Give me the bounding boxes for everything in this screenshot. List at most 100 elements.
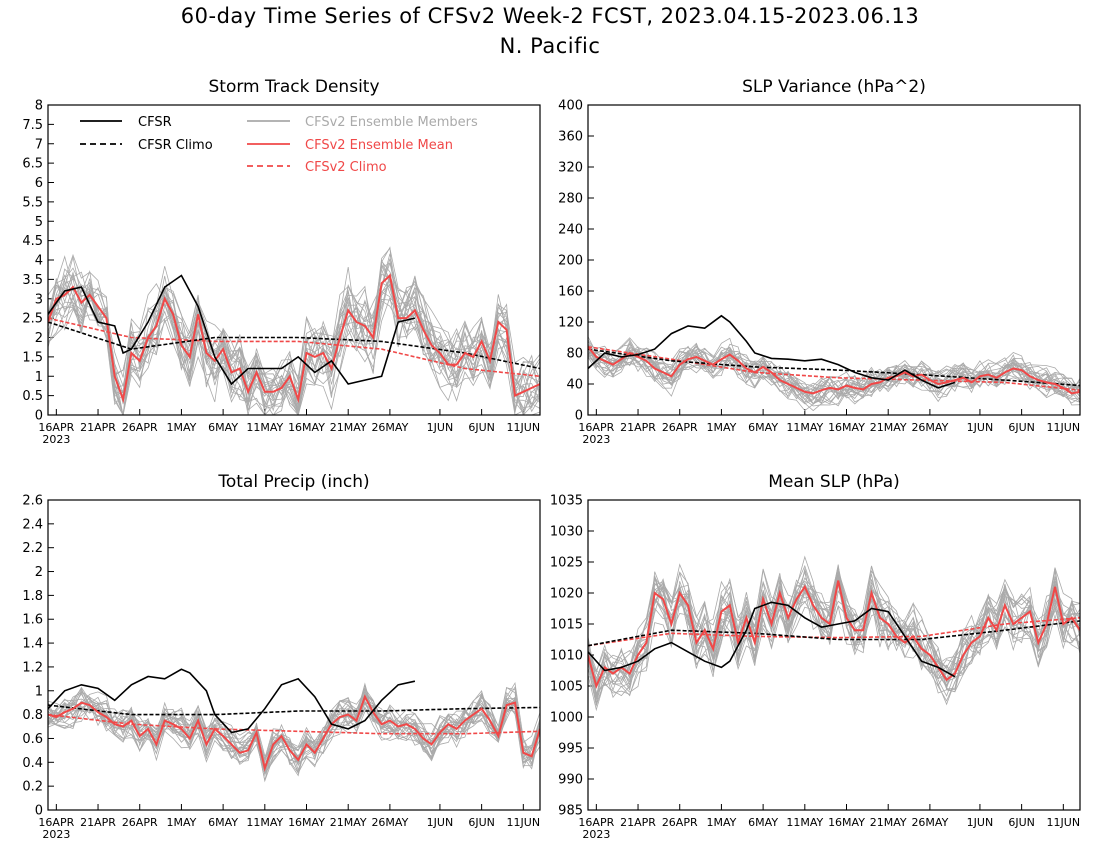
y-tick-label: 2.5 <box>22 312 43 327</box>
x-tick-label: 21MAY <box>870 816 907 829</box>
y-tick-label: 2.2 <box>22 541 43 556</box>
legend: CFSR CFSR Climo CFSv2 Ensemble Members CFSv… <box>80 115 478 175</box>
ensemble-member-line <box>48 688 540 777</box>
cfsr-line <box>48 274 416 386</box>
x-tick-label: 6JUN <box>468 421 495 434</box>
ensemble-member-line <box>48 696 540 762</box>
cfsv2-climo-line <box>48 317 540 378</box>
y-tick-label: 280 <box>558 192 583 207</box>
plot-frame <box>47 104 541 416</box>
y-tick-label: 990 <box>558 773 583 788</box>
panel-title: SLP Variance (hPa^2) <box>742 77 926 97</box>
x-year-label: 2023 <box>582 828 610 841</box>
cfsr-line <box>588 601 956 678</box>
y-tick-label: 6.5 <box>22 157 43 172</box>
ensemble-member-line <box>588 337 1080 396</box>
x-tick-label: 6MAY <box>208 816 238 829</box>
x-tick-label: 26APR <box>662 816 698 829</box>
x-tick-label: 16MAY <box>828 816 865 829</box>
ensemble-member-line <box>588 576 1080 698</box>
ensemble-member-line <box>48 683 540 783</box>
x-tick-label: 21APR <box>80 816 116 829</box>
ensemble-member-line <box>48 692 540 776</box>
x-tick-label: 1JUN <box>967 421 994 434</box>
cfsr-climo-line <box>588 348 1080 387</box>
plot-frame <box>587 499 1081 811</box>
x-tick-label: 11JUN <box>507 816 541 829</box>
y-tick-label: 7.5 <box>22 118 43 133</box>
y-tick-label: 1.8 <box>22 589 43 604</box>
y-tick-label: 1.4 <box>22 637 43 652</box>
y-tick-label: 400 <box>558 99 583 114</box>
ensemble-member-line <box>48 687 540 774</box>
y-tick-label: 1.6 <box>22 613 43 628</box>
x-tick-label: 1MAY <box>166 421 196 434</box>
x-tick-label: 6JUN <box>468 816 495 829</box>
x-tick-label: 1JUN <box>427 421 454 434</box>
ensemble-member-line <box>588 574 1080 704</box>
cfsr-climo-line <box>588 620 1080 647</box>
x-tick-label: 11MAY <box>786 816 823 829</box>
panel-title: Total Precip (inch) <box>217 472 369 492</box>
y-tick-label: 160 <box>558 285 583 300</box>
y-tick-label: 1.2 <box>22 660 43 675</box>
cfsv2-climo-line <box>588 346 1080 391</box>
x-tick-label: 11MAY <box>246 421 283 434</box>
ensemble-member-line <box>48 696 540 764</box>
y-tick-label: 1010 <box>550 649 583 664</box>
y-tick-label: 4 <box>35 254 43 269</box>
x-year-label: 2023 <box>42 433 70 446</box>
y-tick-label: 1 <box>35 684 43 699</box>
cfsr-line <box>48 668 416 734</box>
x-tick-label: 16MAY <box>288 816 325 829</box>
y-tick-label: 1 <box>35 370 43 385</box>
y-tick-label: 1030 <box>550 525 583 540</box>
cfsr-climo-line <box>48 704 540 716</box>
x-tick-label: 21APR <box>620 816 656 829</box>
y-tick-label: 2.6 <box>22 494 43 509</box>
y-tick-label: 5.5 <box>22 195 43 210</box>
x-tick-label: 16APR <box>578 816 614 829</box>
y-tick-label: 1025 <box>550 556 583 571</box>
cfsv2-climo-line <box>48 713 540 735</box>
ensemble-mean-line <box>48 694 540 772</box>
x-tick-label: 16MAY <box>828 421 865 434</box>
x-tick-label: 26APR <box>122 816 158 829</box>
y-tick-label: 995 <box>558 742 583 757</box>
x-tick-label: 6MAY <box>748 421 778 434</box>
y-tick-label: 1005 <box>550 680 583 695</box>
y-tick-label: 1015 <box>550 618 583 633</box>
x-tick-label: 16MAY <box>288 421 325 434</box>
main-title: 60-day Time Series of CFSv2 Week-2 FCST,… <box>180 4 920 28</box>
y-tick-label: 2.4 <box>22 517 43 532</box>
region-subtitle: N. Pacific <box>499 34 601 58</box>
ensemble-member-line <box>588 343 1080 407</box>
y-tick-label: 0.2 <box>22 780 43 795</box>
legend-label: CFSR <box>138 115 172 130</box>
y-tick-label: 240 <box>558 223 583 238</box>
y-tick-label: 320 <box>558 161 583 176</box>
plot-area <box>48 668 540 783</box>
ensemble-member-line <box>48 686 540 770</box>
legend-label: CFSv2 Ensemble Mean <box>305 138 453 153</box>
legend-label: CFSv2 Ensemble Members <box>305 115 478 130</box>
y-tick-label: 1000 <box>550 711 583 726</box>
x-tick-label: 1JUN <box>427 816 454 829</box>
plot-frame <box>47 499 541 811</box>
x-tick-label: 26MAY <box>911 816 948 829</box>
panel-title: Storm Track Density <box>208 77 379 97</box>
y-tick-label: 0.4 <box>22 756 43 771</box>
ensemble-mean-line <box>588 580 1080 689</box>
y-tick-label: 6 <box>35 176 43 191</box>
y-tick-label: 1035 <box>550 494 583 509</box>
y-tick-label: 0 <box>575 409 583 424</box>
x-tick-label: 26APR <box>662 421 698 434</box>
plot-area <box>588 555 1080 712</box>
ensemble-member-line <box>48 253 540 407</box>
x-tick-label: 26MAY <box>371 816 408 829</box>
ensemble-member-line <box>48 696 540 770</box>
x-year-label: 2023 <box>582 433 610 446</box>
x-tick-label: 1JUN <box>967 816 994 829</box>
x-tick-label: 16APR <box>38 816 74 829</box>
